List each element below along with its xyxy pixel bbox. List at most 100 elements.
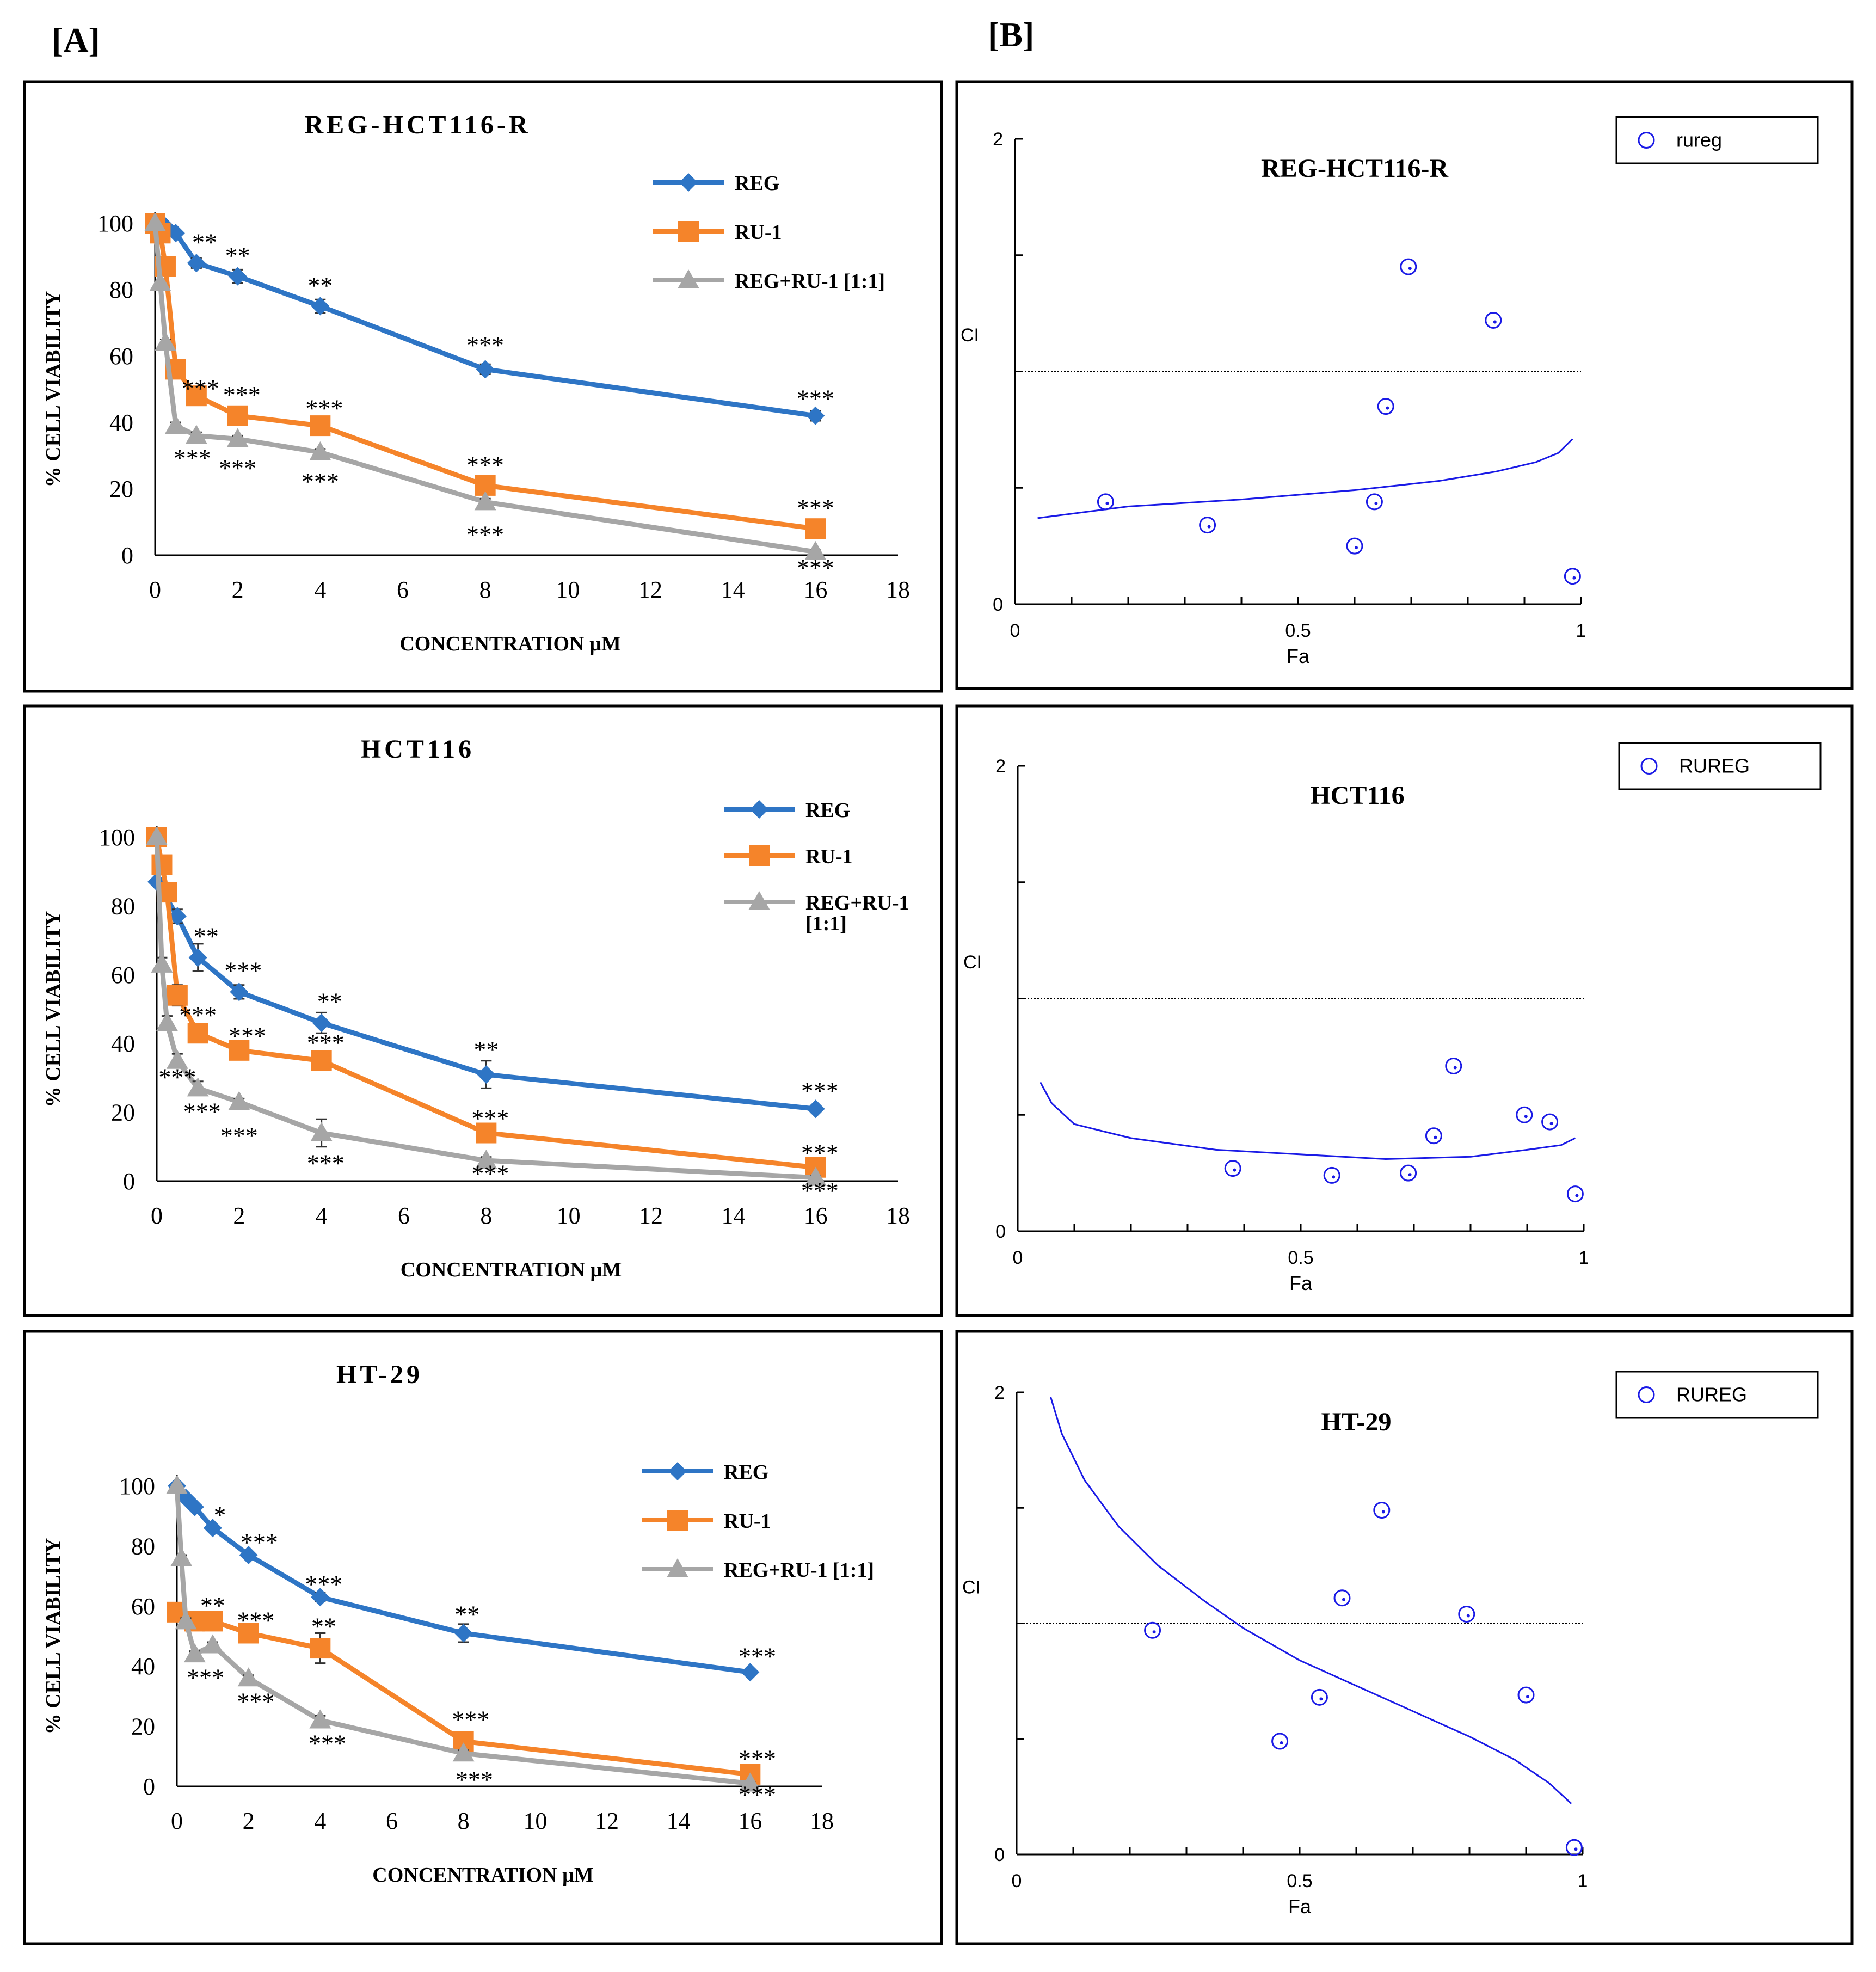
ci-point-dot	[1466, 1614, 1470, 1618]
y-axis-label: CI	[963, 952, 982, 973]
x-tick-label: 6	[398, 1202, 410, 1229]
x-tick-label: 18	[886, 576, 910, 603]
data-point	[187, 1023, 208, 1044]
legend-marker	[750, 800, 768, 819]
data-point	[311, 1588, 330, 1607]
x-tick-label: 8	[480, 1202, 492, 1229]
significance-label: *	[214, 1501, 226, 1529]
legend-marker	[667, 1558, 688, 1577]
legend-marker	[749, 845, 770, 866]
y-tick-label: 0	[995, 1221, 1006, 1242]
legend-marker	[667, 1510, 688, 1531]
y-tick-label: 80	[131, 1533, 155, 1559]
data-point	[311, 1050, 332, 1071]
significance-label: ***	[307, 1149, 345, 1177]
data-point	[168, 907, 187, 926]
y-axis-label: % CELL VIABILITY	[42, 291, 65, 487]
chart-title: HT-29	[336, 1360, 423, 1389]
significance-label: ***	[305, 395, 343, 422]
x-tick-label: 6	[397, 576, 409, 603]
legend-label-0: REG	[805, 799, 850, 822]
significance-label: ***	[229, 1022, 266, 1050]
y-tick-label: 2	[995, 756, 1006, 777]
y-axis-label: % CELL VIABILITY	[42, 911, 65, 1107]
significance-label: ***	[224, 956, 262, 984]
x-tick-label: 16	[738, 1808, 762, 1834]
significance-label: ***	[456, 1766, 493, 1793]
legend-label-1: RU-1	[805, 845, 853, 868]
data-point	[201, 1634, 224, 1654]
data-point	[185, 1497, 204, 1516]
significance-label: ***	[307, 1029, 345, 1056]
ci-point-dot	[1572, 576, 1576, 580]
data-point	[185, 425, 207, 444]
data-point	[229, 1040, 250, 1061]
legend-marker	[1640, 758, 1658, 775]
line-chart-a1: REG-HCT116-R 0 2 4 6 8 10 12 14 16 18 0 20 40 60 80 100 C…	[23, 80, 943, 693]
y-tick-label: 40	[109, 409, 133, 436]
line-chart-a3: HT-29 0 2 4 6 8 10 12 14 16 18 0 20 40 60 80 100 CONCENTR…	[23, 1330, 943, 1945]
data-point	[806, 1099, 825, 1119]
ci-point	[1346, 537, 1363, 555]
data-point	[309, 1709, 331, 1729]
data-point	[187, 1077, 209, 1097]
data-point	[167, 985, 188, 1006]
x-tick-label: 16	[804, 1202, 828, 1229]
x-tick-label: 1	[1578, 1871, 1588, 1891]
legend-marker	[678, 269, 699, 288]
legend-label: RUREG	[1679, 755, 1750, 777]
significance-label: ***	[466, 451, 504, 478]
x-tick-label: 18	[886, 1202, 910, 1229]
ci-point	[1566, 1185, 1584, 1203]
x-tick-label: 0	[151, 1202, 163, 1229]
y-tick-label: 0	[121, 542, 133, 569]
ci-point-dot	[1575, 1194, 1579, 1197]
legend-label: rureg	[1676, 129, 1722, 151]
x-tick-label: 2	[232, 576, 244, 603]
x-axis-label: Fa	[1289, 1272, 1313, 1294]
data-point	[474, 491, 496, 511]
data-point	[188, 948, 207, 967]
data-point	[475, 1150, 497, 1169]
ci-point	[1224, 1160, 1241, 1177]
y-tick-label: 20	[109, 476, 133, 502]
ci-point-dot	[1342, 1598, 1345, 1601]
legend-label-2: REG+RU-1	[805, 892, 909, 914]
ci-point-dot	[1233, 1168, 1237, 1172]
y-tick-label: 60	[131, 1593, 155, 1620]
data-point	[202, 1611, 223, 1632]
y-tick-label: 80	[109, 277, 133, 303]
significance-label: ***	[305, 1570, 342, 1598]
significance-label: ***	[801, 1077, 839, 1105]
significance-label: ***	[801, 1139, 839, 1166]
legend-label-2: REG+RU-1 [1:1]	[724, 1559, 874, 1582]
data-point	[183, 1643, 206, 1663]
ci-point-dot	[1434, 1135, 1437, 1139]
data-point	[477, 1065, 496, 1084]
ci-point	[1333, 1589, 1351, 1607]
data-point	[310, 415, 331, 437]
ci-point-dot	[1355, 546, 1358, 550]
significance-label: **	[192, 229, 217, 256]
significance-label: ***	[801, 1177, 839, 1205]
data-point	[452, 1742, 475, 1762]
x-tick-label: 0	[1013, 1248, 1023, 1268]
data-point	[156, 1012, 178, 1031]
significance-label: ***	[466, 331, 504, 359]
data-point	[804, 540, 827, 560]
x-tick-label: 0	[1012, 1871, 1022, 1891]
data-point	[741, 1663, 760, 1682]
chart-frame	[23, 1330, 943, 1945]
data-point	[805, 518, 826, 539]
significance-label: ***	[174, 444, 211, 472]
significance-label: ***	[237, 1606, 274, 1634]
ci-point-dot	[1152, 1630, 1156, 1634]
ci-point-dot	[1332, 1175, 1336, 1179]
data-point	[476, 1122, 497, 1144]
ci-curve	[1037, 438, 1573, 519]
data-point	[166, 1049, 188, 1069]
x-tick-label: 1	[1576, 621, 1586, 641]
x-tick-label: 8	[479, 576, 491, 603]
significance-label: ***	[219, 454, 256, 482]
x-axis-label: CONCENTRATION µM	[372, 1864, 593, 1887]
